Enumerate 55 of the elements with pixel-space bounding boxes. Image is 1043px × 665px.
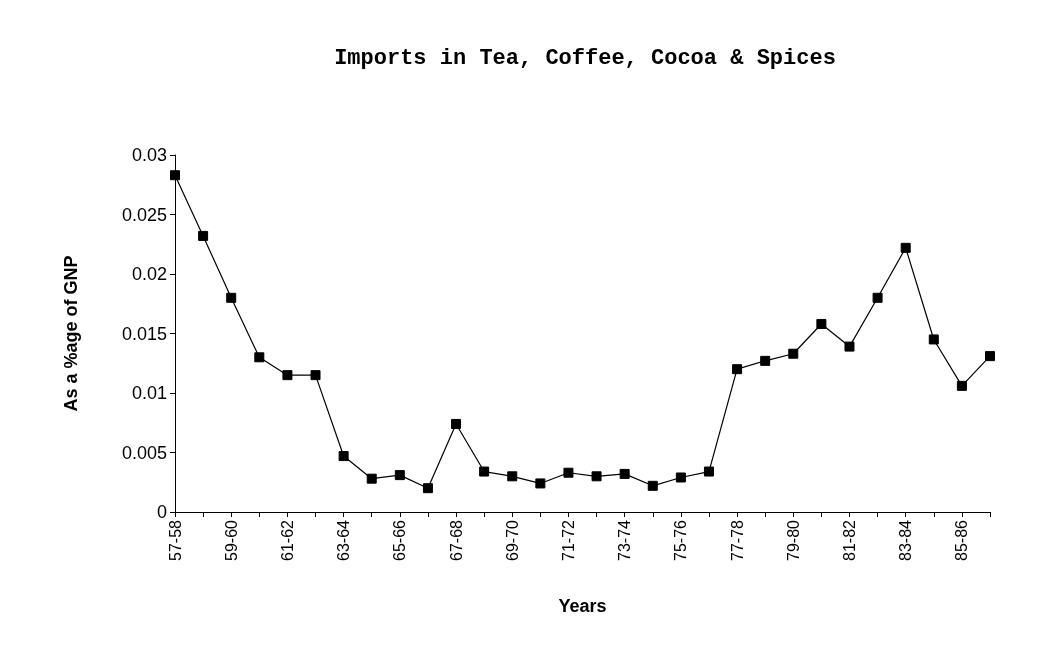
point (535, 478, 546, 489)
y-tick-label: 0.025 (121, 204, 167, 225)
x-tick-label: 75-76 (672, 519, 690, 561)
point (928, 334, 939, 345)
x-tick-label: 81-82 (840, 519, 858, 561)
point (872, 292, 883, 303)
point (394, 470, 405, 481)
x-tick-label: 77-78 (728, 519, 746, 561)
point (563, 467, 574, 478)
point (338, 451, 349, 462)
point (226, 292, 237, 303)
x-tick-label: 65-66 (391, 519, 409, 561)
x-tick-label: 67-68 (447, 519, 465, 561)
point (675, 472, 686, 483)
point (310, 370, 321, 381)
point (507, 471, 518, 482)
x-tick-label: 59-60 (222, 519, 240, 561)
x-tick-label: 85-86 (953, 519, 971, 561)
point (591, 471, 602, 482)
point (366, 473, 377, 484)
point (479, 466, 490, 477)
y-tick-label: 0.02 (131, 264, 167, 284)
point (703, 466, 714, 477)
point (647, 480, 658, 491)
y-axis-title: As a %age of GNP (61, 255, 81, 412)
x-tick-label: 61-62 (278, 519, 296, 561)
point (451, 418, 462, 429)
y-tick-label: 0.01 (131, 383, 167, 403)
point (422, 483, 433, 494)
chart-title: Imports in Tea, Coffee, Cocoa & Spices (334, 45, 836, 71)
point (816, 318, 827, 329)
point (170, 170, 180, 181)
y-tick-label: 0.005 (121, 442, 167, 463)
y-tick-label: 0.015 (121, 323, 167, 344)
point (282, 370, 293, 381)
x-tick-label: 79-80 (784, 519, 802, 561)
point (619, 468, 630, 479)
y-tick-label: 0.03 (131, 145, 167, 165)
x-tick-label: 71-72 (559, 519, 577, 561)
x-tick-label: 69-70 (503, 519, 521, 561)
point (956, 380, 967, 391)
x-tick-label: 63-64 (335, 519, 353, 561)
point (760, 355, 771, 366)
x-tick-label: 73-74 (616, 519, 634, 561)
x-tick-label: 83-84 (897, 519, 915, 561)
point (254, 352, 265, 363)
x-axis-title: Years (558, 596, 607, 616)
point (844, 341, 855, 352)
point (198, 230, 209, 241)
point (900, 242, 911, 253)
point (985, 351, 995, 362)
y-tick-label: 0 (156, 502, 167, 522)
point (788, 348, 799, 359)
point (732, 364, 743, 375)
x-tick-label: 57-58 (166, 519, 184, 561)
